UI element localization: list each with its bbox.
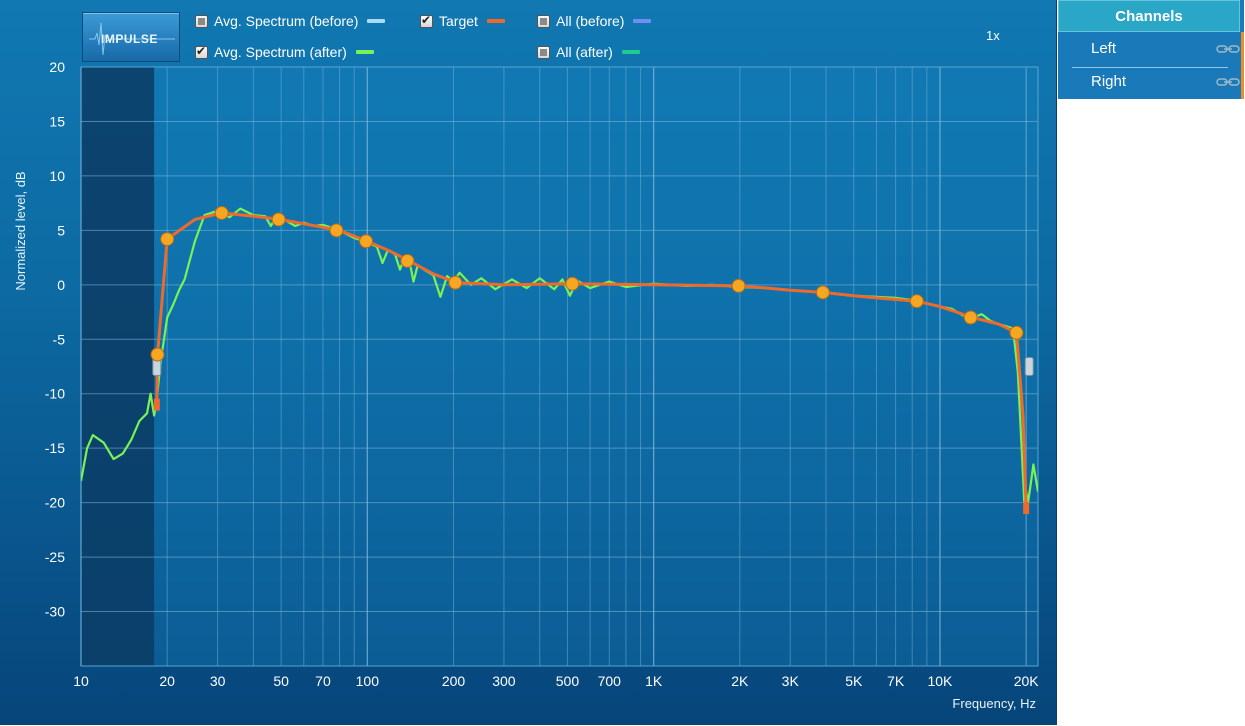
target-control-point bbox=[150, 347, 165, 362]
target-control-points[interactable] bbox=[150, 205, 1024, 362]
target-control-point bbox=[963, 310, 978, 325]
channels-panel: Channels Left Right bbox=[1058, 0, 1244, 99]
x-tick-label: 200 bbox=[442, 673, 466, 689]
link-icon[interactable] bbox=[1216, 78, 1240, 86]
x-tick-label: 30 bbox=[210, 673, 226, 689]
series-swatch bbox=[486, 19, 505, 23]
link-icon[interactable] bbox=[1216, 45, 1240, 53]
target-control-point bbox=[448, 275, 463, 290]
y-tick-label: -5 bbox=[53, 331, 66, 347]
range-marker bbox=[153, 398, 160, 411]
x-axis-label: Frequency, Hz bbox=[952, 696, 1036, 711]
plot-border bbox=[80, 66, 1039, 667]
target-control-point bbox=[731, 278, 746, 293]
channel-right[interactable]: Right bbox=[1072, 67, 1240, 97]
target-control-point bbox=[400, 253, 415, 268]
target-control-point bbox=[359, 234, 374, 249]
impulse-label: IMPULSE bbox=[101, 32, 158, 46]
channels-header: Channels bbox=[1058, 0, 1240, 32]
y-tick-label: 5 bbox=[57, 222, 65, 238]
series-swatch bbox=[355, 50, 374, 54]
grid-lines bbox=[80, 66, 1039, 667]
target-control-point bbox=[909, 294, 924, 309]
y-tick-label: -15 bbox=[45, 440, 65, 456]
x-tick-label: 20 bbox=[159, 673, 175, 689]
series-line-after bbox=[81, 207, 1038, 504]
series-swatch bbox=[633, 19, 652, 23]
channel-left[interactable]: Left bbox=[1072, 34, 1240, 64]
legend-all-before[interactable]: All (before) bbox=[537, 12, 652, 30]
checkbox[interactable] bbox=[537, 45, 550, 59]
legend-avg-before[interactable]: Avg. Spectrum (before) bbox=[195, 12, 386, 30]
waveform-icon bbox=[89, 22, 175, 56]
target-control-point bbox=[214, 205, 229, 220]
checkbox[interactable] bbox=[537, 14, 550, 28]
y-tick-label: -20 bbox=[45, 495, 65, 511]
plot-area bbox=[81, 67, 1038, 666]
excluded-range bbox=[81, 67, 155, 666]
x-tick-label: 20K bbox=[1014, 673, 1040, 689]
y-tick-label: 15 bbox=[49, 113, 65, 129]
channel-label: Right bbox=[1091, 73, 1127, 90]
channel-divider bbox=[1072, 67, 1228, 68]
x-tick-label: 10K bbox=[927, 673, 953, 689]
series-line-target bbox=[155, 211, 1028, 509]
checkbox[interactable] bbox=[195, 44, 208, 59]
target-control-point bbox=[329, 223, 344, 238]
graph-panel bbox=[0, 0, 1057, 725]
x-tick-label: 3K bbox=[782, 673, 800, 689]
x-tick-label: 300 bbox=[492, 673, 516, 689]
target-control-point bbox=[271, 212, 286, 227]
x-tick-label: 50 bbox=[273, 673, 289, 689]
x-tick-label: 500 bbox=[556, 673, 580, 689]
x-tick-label: 700 bbox=[598, 673, 622, 689]
range-marker bbox=[1023, 502, 1030, 515]
series-swatch bbox=[621, 50, 640, 54]
channel-label: Left bbox=[1091, 40, 1117, 57]
range-handle bbox=[1024, 357, 1034, 376]
series-swatch bbox=[367, 19, 386, 23]
checkbox[interactable] bbox=[195, 14, 208, 28]
target-control-point bbox=[1009, 325, 1024, 340]
legend-label: Avg. Spectrum (after) bbox=[214, 44, 347, 60]
y-tick-label: -10 bbox=[45, 386, 65, 402]
x-tick-label: 70 bbox=[315, 673, 331, 689]
y-tick-label: 10 bbox=[49, 168, 65, 184]
x-tick-label: 2K bbox=[731, 673, 749, 689]
series-layer bbox=[81, 207, 1038, 509]
x-tick-label: 7K bbox=[887, 673, 905, 689]
x-tick-label: 100 bbox=[356, 673, 380, 689]
legend-label: Avg. Spectrum (before) bbox=[214, 13, 359, 29]
target-control-point bbox=[160, 232, 175, 247]
checkbox[interactable] bbox=[420, 13, 433, 28]
y-tick-label: -25 bbox=[45, 549, 65, 565]
x-tick-labels: 10 20 30 50 70 100 200 300 500 700 1K 2K 3K 5K 7K 10K 20… bbox=[73, 673, 1039, 689]
legend-target[interactable]: Target bbox=[420, 12, 505, 30]
x-tick-label: 1K bbox=[645, 673, 663, 689]
legend-label: Target bbox=[439, 13, 478, 29]
channel-accent-bar bbox=[1241, 32, 1244, 99]
x-tick-label: 5K bbox=[845, 673, 863, 689]
x-tick-label: 10 bbox=[73, 673, 89, 689]
y-tick-label: 20 bbox=[49, 59, 65, 75]
y-tick-labels: 20 15 10 5 0 -5 -10 -15 -20 -25 -30 bbox=[45, 59, 65, 620]
legend-avg-after[interactable]: Avg. Spectrum (after) bbox=[195, 43, 374, 61]
zoom-level[interactable]: 1x bbox=[986, 28, 1000, 43]
legend-label: All (before) bbox=[556, 13, 625, 29]
legend-all-after[interactable]: All (after) bbox=[537, 43, 640, 61]
impulse-button[interactable]: IMPULSE bbox=[82, 12, 180, 62]
y-axis-label: Normalized level, dB bbox=[13, 171, 28, 290]
target-control-point bbox=[565, 276, 580, 291]
target-control-point bbox=[815, 285, 830, 300]
y-tick-label: -30 bbox=[45, 604, 65, 620]
legend-label: All (after) bbox=[556, 44, 613, 60]
y-tick-label: 0 bbox=[57, 277, 65, 293]
